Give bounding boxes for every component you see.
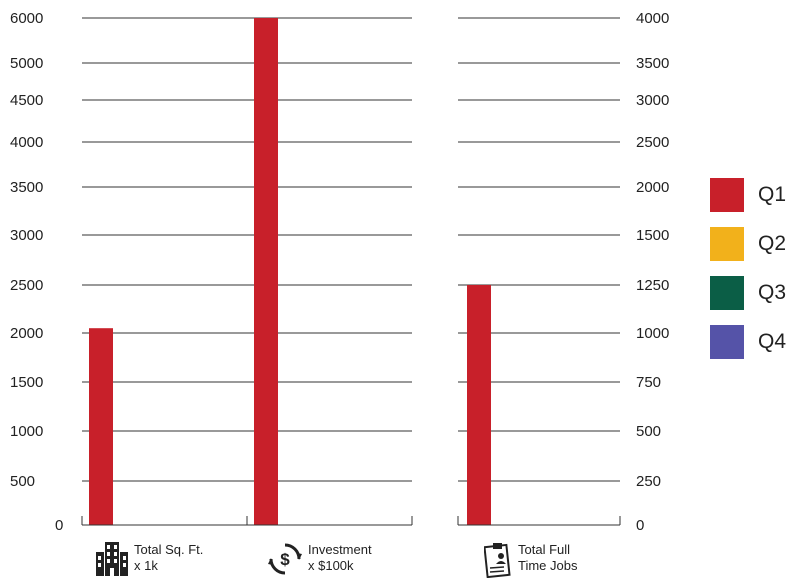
legend-swatch [710, 227, 744, 261]
right-tick-label: 750 [636, 374, 661, 391]
dollar-cycle-icon: $ [268, 543, 302, 575]
left-tick-label: 1000 [10, 423, 43, 440]
x-axis-baseline [81, 516, 621, 526]
right-axis: 0 250 500 750 1000 1250 1500 2000 2500 3000 3500 40… [636, 10, 669, 534]
left-tick-label: 4500 [10, 92, 43, 109]
category-investment: $ Investment x $100k [268, 542, 372, 576]
left-tick-label: 6000 [10, 10, 43, 27]
building-icon [96, 542, 128, 576]
category-label-line1: Investment [308, 542, 372, 557]
legend-label: Q2 [758, 232, 787, 255]
bars [89, 18, 491, 525]
right-tick-label: 500 [636, 423, 661, 440]
bar-q1-1 [254, 18, 278, 525]
category-label-line2: x 1k [134, 558, 158, 573]
legend-label: Q1 [758, 183, 787, 206]
legend-item-q1: Q1 [710, 176, 786, 214]
right-tick-label: 3500 [636, 55, 669, 72]
gridlines [82, 17, 620, 482]
legend-swatch [710, 178, 744, 212]
right-tick-label: 2000 [636, 179, 669, 196]
category-total-sq-ft: Total Sq. Ft. x 1k [96, 542, 203, 576]
left-tick-label: 3000 [10, 227, 43, 244]
left-tick-label: 2500 [10, 277, 43, 294]
category-total-full-time-jobs: Total Full Time Jobs [484, 542, 577, 578]
right-tick-label: 3000 [636, 92, 669, 109]
bar-q1-0 [89, 328, 113, 525]
right-tick-label: 1500 [636, 227, 669, 244]
bar-q1-2 [467, 285, 491, 525]
legend-swatch [710, 276, 744, 310]
right-tick-label: 1000 [636, 325, 669, 342]
right-tick-label: 250 [636, 473, 661, 490]
left-tick-label: 5000 [10, 55, 43, 72]
legend: Q1 Q2 Q3 Q4 [710, 176, 786, 372]
left-tick-label: 0 [55, 517, 63, 534]
right-tick-label: 0 [636, 517, 644, 534]
legend-label: Q3 [758, 281, 787, 304]
left-tick-label: 3500 [10, 179, 43, 196]
legend-item-q4: Q4 [710, 323, 786, 361]
category-label-line2: x $100k [308, 558, 354, 573]
left-tick-label: 4000 [10, 134, 43, 151]
left-axis: 0 500 1000 1500 2000 2500 3000 3500 4000 4500 5000… [10, 10, 63, 534]
legend-item-q3: Q3 [710, 274, 786, 312]
svg-text:$: $ [280, 550, 290, 569]
right-tick-label: 4000 [636, 10, 669, 27]
right-tick-label: 2500 [636, 134, 669, 151]
category-label-line1: Total Sq. Ft. [134, 542, 204, 557]
legend-label: Q4 [758, 330, 787, 353]
left-tick-label: 2000 [10, 325, 43, 342]
category-label-line2: Time Jobs [518, 558, 578, 573]
left-tick-label: 500 [10, 473, 35, 490]
clipboard-person-icon [484, 543, 511, 578]
legend-swatch [710, 325, 744, 359]
left-tick-label: 1500 [10, 374, 43, 391]
legend-item-q2: Q2 [710, 225, 786, 263]
category-label-line1: Total Full [518, 542, 571, 557]
right-tick-label: 1250 [636, 277, 669, 294]
